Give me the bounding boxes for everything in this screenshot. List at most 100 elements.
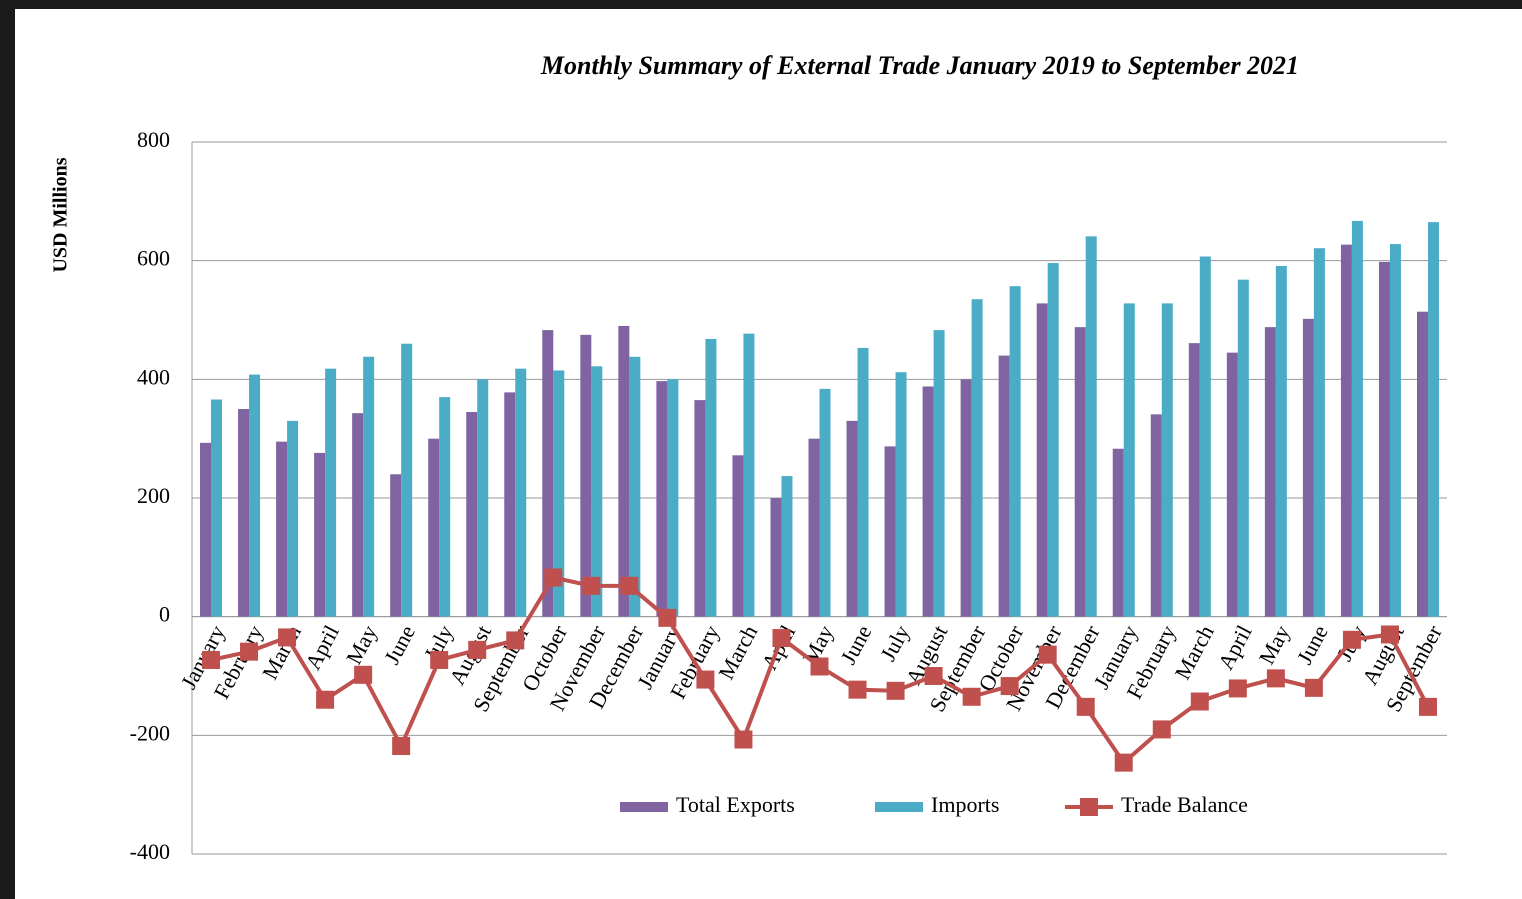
- bar: [656, 381, 668, 617]
- bar: [933, 330, 945, 617]
- legend-label: Trade Balance: [1121, 792, 1248, 817]
- marker: [734, 730, 753, 749]
- marker: [772, 629, 791, 648]
- marker: [430, 650, 449, 669]
- bar: [1047, 263, 1059, 617]
- bar: [1226, 352, 1238, 617]
- y-axis-label: USD Millions: [50, 157, 72, 272]
- bar: [743, 333, 755, 617]
- bar: [466, 411, 478, 617]
- legend-label: Total Exports: [676, 792, 795, 817]
- x-tick-label: July: [875, 621, 914, 665]
- x-tick-label: May: [341, 621, 382, 668]
- marker: [1190, 692, 1209, 711]
- bar: [249, 374, 261, 617]
- bar: [857, 347, 869, 617]
- bar: [401, 343, 413, 617]
- bar: [1199, 256, 1211, 617]
- bar: [629, 356, 641, 617]
- marker: [848, 680, 867, 699]
- bar: [1237, 279, 1249, 617]
- marker: [1342, 630, 1361, 649]
- x-tick-label: June: [1292, 621, 1333, 668]
- marker: [1380, 625, 1399, 644]
- bar: [705, 338, 717, 617]
- bar: [439, 397, 451, 617]
- bar: [1416, 311, 1428, 617]
- bar: [971, 299, 983, 617]
- bar: [553, 370, 565, 617]
- marker: [1000, 677, 1019, 696]
- bar: [781, 476, 793, 617]
- marker: [1076, 697, 1095, 716]
- bar: [200, 442, 212, 617]
- bar: [1085, 236, 1097, 617]
- marker: [1418, 697, 1437, 716]
- marker: [1152, 720, 1171, 739]
- marker: [506, 631, 525, 650]
- bar: [770, 498, 782, 617]
- bar: [694, 400, 706, 617]
- marker: [582, 576, 601, 595]
- bar: [846, 420, 858, 617]
- bar: [352, 413, 364, 617]
- marker: [1266, 669, 1285, 688]
- bar: [960, 379, 972, 617]
- frame-top: [0, 0, 1522, 9]
- bar: [1161, 303, 1173, 617]
- frame-left: [0, 0, 15, 899]
- bar: [314, 452, 326, 617]
- bar: [819, 388, 831, 617]
- bar: [390, 474, 402, 617]
- marker: [924, 667, 943, 685]
- bar: [1123, 303, 1135, 617]
- bar: [238, 409, 250, 617]
- y-tick-label: 400: [137, 364, 170, 389]
- x-tick-label: March: [1170, 621, 1219, 683]
- marker: [354, 665, 373, 684]
- marker: [202, 650, 221, 669]
- marker: [1228, 679, 1247, 698]
- marker: [658, 608, 677, 627]
- marker: [544, 568, 563, 587]
- bar: [1340, 244, 1352, 617]
- marker: [240, 642, 259, 661]
- x-tick-label: June: [835, 621, 876, 668]
- bar: [808, 438, 820, 617]
- bar: [1264, 327, 1276, 617]
- legend-label: Imports: [931, 792, 999, 817]
- marker: [316, 690, 335, 709]
- bar: [276, 441, 288, 617]
- marker: [886, 681, 905, 700]
- y-tick-label: 200: [137, 483, 170, 508]
- bar: [363, 356, 375, 617]
- x-tick-label: April: [1213, 621, 1257, 674]
- marker: [1304, 678, 1323, 697]
- bar: [1188, 343, 1200, 617]
- y-tick-label: -400: [130, 839, 170, 864]
- marker: [1114, 753, 1133, 772]
- x-tick-label: March: [713, 621, 762, 683]
- bar: [1074, 327, 1086, 617]
- bar: [1275, 266, 1287, 617]
- bar: [1378, 261, 1390, 617]
- bar: [895, 372, 907, 617]
- bar: [1009, 286, 1021, 617]
- bar: [591, 366, 603, 617]
- bar: [1112, 448, 1124, 617]
- bar: [325, 368, 337, 617]
- marker: [696, 670, 715, 689]
- bar: [618, 325, 630, 617]
- bar: [1389, 244, 1401, 617]
- bar: [667, 379, 679, 617]
- legend-marker: [1080, 798, 1098, 816]
- legend-swatch: [875, 802, 923, 812]
- x-tick-label: May: [1254, 621, 1295, 668]
- bar: [1427, 222, 1439, 617]
- bar: [998, 355, 1010, 617]
- x-tick-label: June: [379, 621, 420, 668]
- y-tick-label: 0: [159, 602, 170, 627]
- y-tick-label: 800: [137, 127, 170, 152]
- bar: [287, 420, 299, 617]
